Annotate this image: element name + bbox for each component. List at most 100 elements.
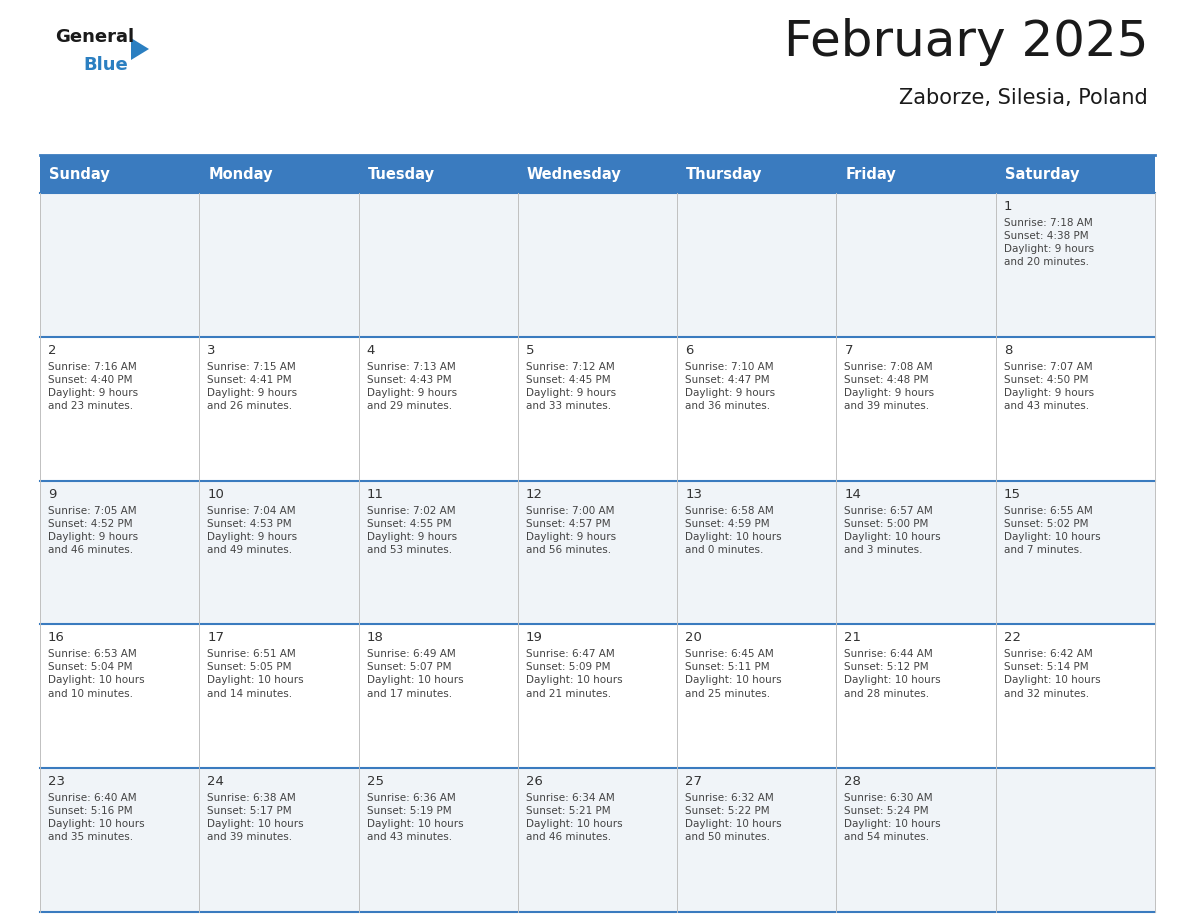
Polygon shape <box>131 38 148 60</box>
Bar <box>359 768 518 912</box>
Bar <box>40 768 200 912</box>
Bar <box>40 337 200 481</box>
Bar <box>996 155 1155 193</box>
Text: Sunrise: 6:32 AM
Sunset: 5:22 PM
Daylight: 10 hours
and 50 minutes.: Sunrise: 6:32 AM Sunset: 5:22 PM Dayligh… <box>685 793 782 843</box>
Bar <box>359 481 518 624</box>
Text: 14: 14 <box>845 487 861 500</box>
Text: 6: 6 <box>685 344 694 357</box>
Bar <box>40 155 200 193</box>
Text: 26: 26 <box>526 775 543 789</box>
Text: Sunrise: 6:38 AM
Sunset: 5:17 PM
Daylight: 10 hours
and 39 minutes.: Sunrise: 6:38 AM Sunset: 5:17 PM Dayligh… <box>207 793 304 843</box>
Bar <box>518 193 677 337</box>
Text: Sunrise: 6:34 AM
Sunset: 5:21 PM
Daylight: 10 hours
and 46 minutes.: Sunrise: 6:34 AM Sunset: 5:21 PM Dayligh… <box>526 793 623 843</box>
Text: Sunrise: 7:16 AM
Sunset: 4:40 PM
Daylight: 9 hours
and 23 minutes.: Sunrise: 7:16 AM Sunset: 4:40 PM Dayligh… <box>48 362 138 411</box>
Bar <box>836 193 996 337</box>
Bar <box>518 155 677 193</box>
Text: Sunrise: 7:04 AM
Sunset: 4:53 PM
Daylight: 9 hours
and 49 minutes.: Sunrise: 7:04 AM Sunset: 4:53 PM Dayligh… <box>207 506 297 554</box>
Text: Sunrise: 7:12 AM
Sunset: 4:45 PM
Daylight: 9 hours
and 33 minutes.: Sunrise: 7:12 AM Sunset: 4:45 PM Dayligh… <box>526 362 617 411</box>
Text: Sunrise: 7:00 AM
Sunset: 4:57 PM
Daylight: 9 hours
and 56 minutes.: Sunrise: 7:00 AM Sunset: 4:57 PM Dayligh… <box>526 506 617 554</box>
Text: 18: 18 <box>367 632 384 644</box>
Bar <box>677 337 836 481</box>
Text: Sunrise: 6:51 AM
Sunset: 5:05 PM
Daylight: 10 hours
and 14 minutes.: Sunrise: 6:51 AM Sunset: 5:05 PM Dayligh… <box>207 649 304 699</box>
Text: Monday: Monday <box>208 166 273 182</box>
Text: Wednesday: Wednesday <box>526 166 621 182</box>
Bar <box>200 337 359 481</box>
Bar <box>359 624 518 768</box>
Text: Sunrise: 6:42 AM
Sunset: 5:14 PM
Daylight: 10 hours
and 32 minutes.: Sunrise: 6:42 AM Sunset: 5:14 PM Dayligh… <box>1004 649 1100 699</box>
Bar <box>836 624 996 768</box>
Text: Thursday: Thursday <box>687 166 763 182</box>
Text: Sunrise: 6:40 AM
Sunset: 5:16 PM
Daylight: 10 hours
and 35 minutes.: Sunrise: 6:40 AM Sunset: 5:16 PM Dayligh… <box>48 793 145 843</box>
Text: 19: 19 <box>526 632 543 644</box>
Text: Sunrise: 6:53 AM
Sunset: 5:04 PM
Daylight: 10 hours
and 10 minutes.: Sunrise: 6:53 AM Sunset: 5:04 PM Dayligh… <box>48 649 145 699</box>
Text: 5: 5 <box>526 344 535 357</box>
Text: Sunrise: 6:36 AM
Sunset: 5:19 PM
Daylight: 10 hours
and 43 minutes.: Sunrise: 6:36 AM Sunset: 5:19 PM Dayligh… <box>367 793 463 843</box>
Bar <box>359 193 518 337</box>
Text: 27: 27 <box>685 775 702 789</box>
Text: 9: 9 <box>48 487 56 500</box>
Text: Sunrise: 6:47 AM
Sunset: 5:09 PM
Daylight: 10 hours
and 21 minutes.: Sunrise: 6:47 AM Sunset: 5:09 PM Dayligh… <box>526 649 623 699</box>
Text: 3: 3 <box>207 344 216 357</box>
Bar <box>677 481 836 624</box>
Text: Sunrise: 7:05 AM
Sunset: 4:52 PM
Daylight: 9 hours
and 46 minutes.: Sunrise: 7:05 AM Sunset: 4:52 PM Dayligh… <box>48 506 138 554</box>
Text: 12: 12 <box>526 487 543 500</box>
Text: Sunrise: 6:57 AM
Sunset: 5:00 PM
Daylight: 10 hours
and 3 minutes.: Sunrise: 6:57 AM Sunset: 5:00 PM Dayligh… <box>845 506 941 554</box>
Text: Sunrise: 7:02 AM
Sunset: 4:55 PM
Daylight: 9 hours
and 53 minutes.: Sunrise: 7:02 AM Sunset: 4:55 PM Dayligh… <box>367 506 456 554</box>
Text: 15: 15 <box>1004 487 1020 500</box>
Text: Sunrise: 7:18 AM
Sunset: 4:38 PM
Daylight: 9 hours
and 20 minutes.: Sunrise: 7:18 AM Sunset: 4:38 PM Dayligh… <box>1004 218 1094 267</box>
Text: 16: 16 <box>48 632 65 644</box>
Bar <box>836 481 996 624</box>
Text: Friday: Friday <box>846 166 896 182</box>
Bar <box>996 624 1155 768</box>
Bar <box>200 481 359 624</box>
Bar <box>200 624 359 768</box>
Text: 11: 11 <box>367 487 384 500</box>
Text: February 2025: February 2025 <box>784 18 1148 66</box>
Text: 8: 8 <box>1004 344 1012 357</box>
Text: Saturday: Saturday <box>1005 166 1079 182</box>
Text: 4: 4 <box>367 344 375 357</box>
Bar <box>200 193 359 337</box>
Bar <box>518 481 677 624</box>
Text: Sunrise: 6:58 AM
Sunset: 4:59 PM
Daylight: 10 hours
and 0 minutes.: Sunrise: 6:58 AM Sunset: 4:59 PM Dayligh… <box>685 506 782 554</box>
Bar <box>836 155 996 193</box>
Text: 23: 23 <box>48 775 65 789</box>
Bar <box>200 768 359 912</box>
Bar <box>836 337 996 481</box>
Text: 25: 25 <box>367 775 384 789</box>
Bar <box>518 337 677 481</box>
Text: 21: 21 <box>845 632 861 644</box>
Text: 7: 7 <box>845 344 853 357</box>
Text: Blue: Blue <box>83 56 128 74</box>
Text: 20: 20 <box>685 632 702 644</box>
Bar <box>518 624 677 768</box>
Text: Sunrise: 7:10 AM
Sunset: 4:47 PM
Daylight: 9 hours
and 36 minutes.: Sunrise: 7:10 AM Sunset: 4:47 PM Dayligh… <box>685 362 776 411</box>
Text: Sunrise: 6:45 AM
Sunset: 5:11 PM
Daylight: 10 hours
and 25 minutes.: Sunrise: 6:45 AM Sunset: 5:11 PM Dayligh… <box>685 649 782 699</box>
Text: Sunrise: 6:55 AM
Sunset: 5:02 PM
Daylight: 10 hours
and 7 minutes.: Sunrise: 6:55 AM Sunset: 5:02 PM Dayligh… <box>1004 506 1100 554</box>
Text: Sunrise: 7:15 AM
Sunset: 4:41 PM
Daylight: 9 hours
and 26 minutes.: Sunrise: 7:15 AM Sunset: 4:41 PM Dayligh… <box>207 362 297 411</box>
Bar <box>677 624 836 768</box>
Bar <box>200 155 359 193</box>
Bar <box>836 768 996 912</box>
Bar <box>677 768 836 912</box>
Text: Sunrise: 6:49 AM
Sunset: 5:07 PM
Daylight: 10 hours
and 17 minutes.: Sunrise: 6:49 AM Sunset: 5:07 PM Dayligh… <box>367 649 463 699</box>
Text: Sunrise: 7:08 AM
Sunset: 4:48 PM
Daylight: 9 hours
and 39 minutes.: Sunrise: 7:08 AM Sunset: 4:48 PM Dayligh… <box>845 362 935 411</box>
Bar <box>996 768 1155 912</box>
Text: 17: 17 <box>207 632 225 644</box>
Text: 28: 28 <box>845 775 861 789</box>
Bar <box>359 155 518 193</box>
Bar <box>677 193 836 337</box>
Text: 22: 22 <box>1004 632 1020 644</box>
Bar <box>996 193 1155 337</box>
Text: Sunrise: 7:13 AM
Sunset: 4:43 PM
Daylight: 9 hours
and 29 minutes.: Sunrise: 7:13 AM Sunset: 4:43 PM Dayligh… <box>367 362 456 411</box>
Text: 10: 10 <box>207 487 225 500</box>
Text: Sunday: Sunday <box>49 166 109 182</box>
Text: 1: 1 <box>1004 200 1012 213</box>
Text: Sunrise: 6:44 AM
Sunset: 5:12 PM
Daylight: 10 hours
and 28 minutes.: Sunrise: 6:44 AM Sunset: 5:12 PM Dayligh… <box>845 649 941 699</box>
Bar <box>40 481 200 624</box>
Bar <box>40 624 200 768</box>
Text: General: General <box>55 28 134 46</box>
Bar <box>996 337 1155 481</box>
Bar <box>518 768 677 912</box>
Text: 2: 2 <box>48 344 57 357</box>
